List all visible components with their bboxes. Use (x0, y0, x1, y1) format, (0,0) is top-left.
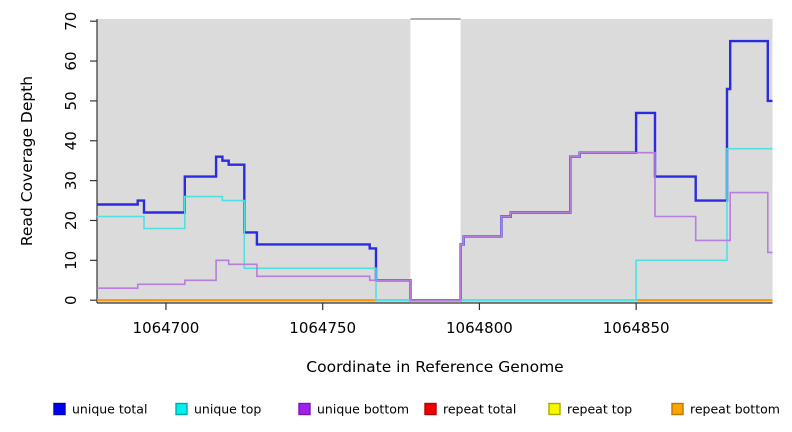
y-tick-label: 70 (62, 12, 80, 31)
legend-marker-unique-total (53, 402, 66, 416)
legend-marker-repeat-top (548, 402, 561, 416)
x-tick-label: 1064700 (133, 319, 200, 337)
x-tick-label: 1064800 (446, 319, 513, 337)
legend-label: unique bottom (317, 402, 409, 417)
legend-marker-unique-bottom (298, 402, 311, 416)
y-tick-label: 10 (62, 251, 80, 270)
y-axis-title: Read Coverage Depth (18, 76, 36, 246)
y-tick-label: 20 (62, 211, 80, 230)
legend-marker-repeat-bottom (671, 402, 684, 416)
no-data-band (410, 17, 461, 303)
x-tick-label: 1064850 (603, 319, 670, 337)
y-tick-label: 30 (62, 171, 80, 190)
y-tick-label: 40 (62, 131, 80, 150)
legend-marker-repeat-total (424, 402, 437, 416)
series-unique-top (97, 147, 773, 301)
legend-label: unique top (194, 402, 261, 417)
y-tick-label: 60 (62, 52, 80, 71)
legend-label: repeat bottom (690, 402, 780, 417)
legend-label: repeat total (443, 402, 516, 417)
x-tick-label: 1064750 (289, 319, 356, 337)
x-axis-title: Coordinate in Reference Genome (306, 358, 563, 376)
legend-label: unique total (72, 402, 147, 417)
legend-marker-unique-top (175, 402, 188, 416)
legend-label: repeat top (567, 402, 632, 417)
y-tick-label: 50 (62, 91, 80, 110)
series-unique-bottom (97, 151, 773, 301)
y-tick-label: 0 (62, 295, 80, 305)
